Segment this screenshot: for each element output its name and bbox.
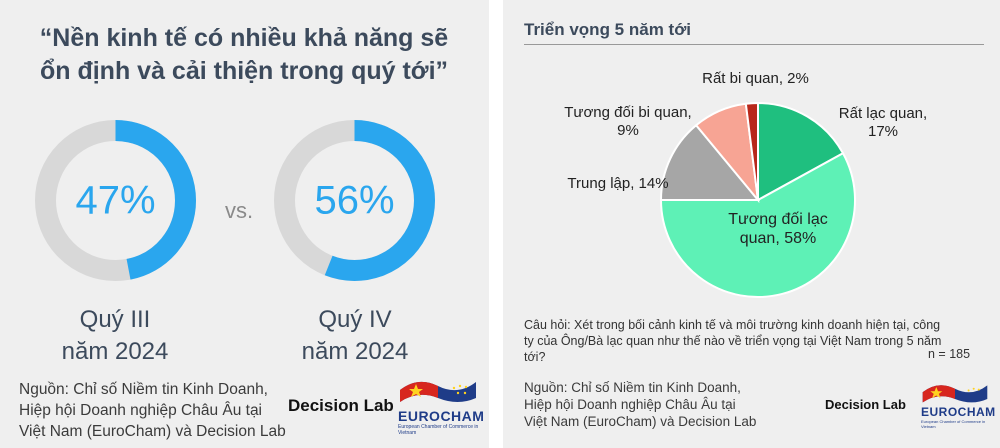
donut-q3-value: 47%	[75, 178, 156, 222]
eurocham-flag-icon-right	[922, 385, 988, 403]
eurocham-logo-text: EUROCHAM	[398, 408, 485, 424]
pie-slice-rat-bi-quan	[744, 101, 759, 201]
sample-size: n = 185	[928, 347, 971, 361]
right-source-line-2: Hiệp hội Doanh nghiệp Châu Âu tại	[524, 397, 736, 412]
vs-label: vs.	[225, 198, 254, 223]
pie-chart	[659, 101, 856, 298]
eurocham-logo-text-right: EUROCHAM	[921, 405, 996, 419]
label-trung-lap: Trung lập, 14%	[553, 175, 683, 193]
q3-year: năm 2024	[61, 338, 169, 365]
eurocham-logo-subtitle-right: European Chamber of Commerce in Vietnam	[921, 419, 986, 429]
left-source-line-1: Nguồn: Chỉ số Niềm tin Kinh Doanh,	[19, 381, 268, 398]
pie-slice-rat-lac-quan	[757, 101, 845, 202]
donut-q4: 56%	[272, 118, 437, 283]
right-source-line-3: Việt Nam (EuroCham) và Decision Lab	[524, 414, 757, 429]
q3-title: Quý III	[79, 306, 151, 333]
survey-question: Câu hỏi: Xét trong bối cảnh kinh tế và m…	[524, 318, 942, 364]
label-tuong-doi-lac-quan-line-1: Tương đối lạc	[728, 211, 828, 228]
right-source-line-1: Nguồn: Chỉ số Niềm tin Kinh Doanh,	[524, 380, 741, 395]
decision-lab-logo-right: Decision Lab	[825, 397, 906, 412]
pie-slice-trung-lap	[659, 123, 761, 201]
label-rat-lac-quan: Rất lạc quan, 17%	[823, 105, 943, 141]
right-panel: Triển vọng 5 năm tới Rất bi quan, 2% Rất…	[503, 0, 1000, 448]
eurocham-flag-icon	[400, 381, 476, 402]
label-tuong-doi-lac-quan-line-2: quan, 58%	[739, 230, 817, 247]
headline-quote: “Nền kinh tế có nhiều khả năng sẽ ổn địn…	[39, 24, 449, 85]
label-tuong-doi-bi-quan-line-1: Tương đối bi quan,	[564, 104, 692, 121]
label-tuong-doi-lac-quan: Tương đối lạc quan, 58%	[713, 210, 843, 248]
label-rat-lac-quan-line-1: Rất lạc quan,	[838, 105, 928, 122]
pie-slice-tuong-doi-lac-quan	[659, 151, 856, 298]
donut-q3-chart	[35, 120, 196, 281]
right-source: Nguồn: Chỉ số Niềm tin Kinh Doanh, Hiệp …	[524, 379, 794, 430]
q4-label: Quý IV năm 2024	[285, 304, 425, 368]
label-rat-bi-quan: Rất bi quan, 2%	[693, 70, 818, 88]
q3-label: Quý III năm 2024	[45, 304, 185, 368]
donut-q3: 47%	[33, 118, 198, 283]
label-rat-bi-quan-line-1: Rất bi quan, 2%	[702, 70, 809, 87]
title-divider	[524, 44, 984, 45]
label-trung-lap-line-1: Trung lập, 14%	[567, 175, 669, 192]
q4-title: Quý IV	[318, 306, 392, 333]
donut-q4-arc	[274, 120, 435, 281]
left-source-line-2: Hiệp hội Doanh nghiệp Châu Âu tại	[19, 402, 263, 419]
donut-q4-value: 56%	[314, 178, 395, 222]
donut-q3-arc	[35, 120, 196, 281]
decision-lab-logo: Decision Lab	[288, 396, 394, 415]
pie-title: Triển vọng 5 năm tới	[524, 20, 692, 39]
left-source: Nguồn: Chỉ số Niềm tin Kinh Doanh, Hiệp …	[19, 379, 299, 442]
label-rat-lac-quan-line-2: 17%	[867, 123, 899, 140]
eurocham-logo-subtitle: European Chamber of Commerce in Vietnam	[398, 424, 479, 436]
label-tuong-doi-bi-quan-line-2: 9%	[617, 122, 639, 139]
left-panel: “Nền kinh tế có nhiều khả năng sẽ ổn địn…	[0, 0, 489, 448]
label-tuong-doi-bi-quan: Tương đối bi quan, 9%	[553, 104, 703, 140]
left-source-line-3: Việt Nam (EuroCham) và Decision Lab	[19, 423, 286, 440]
q4-year: năm 2024	[301, 338, 409, 365]
donut-q4-chart	[274, 120, 435, 281]
